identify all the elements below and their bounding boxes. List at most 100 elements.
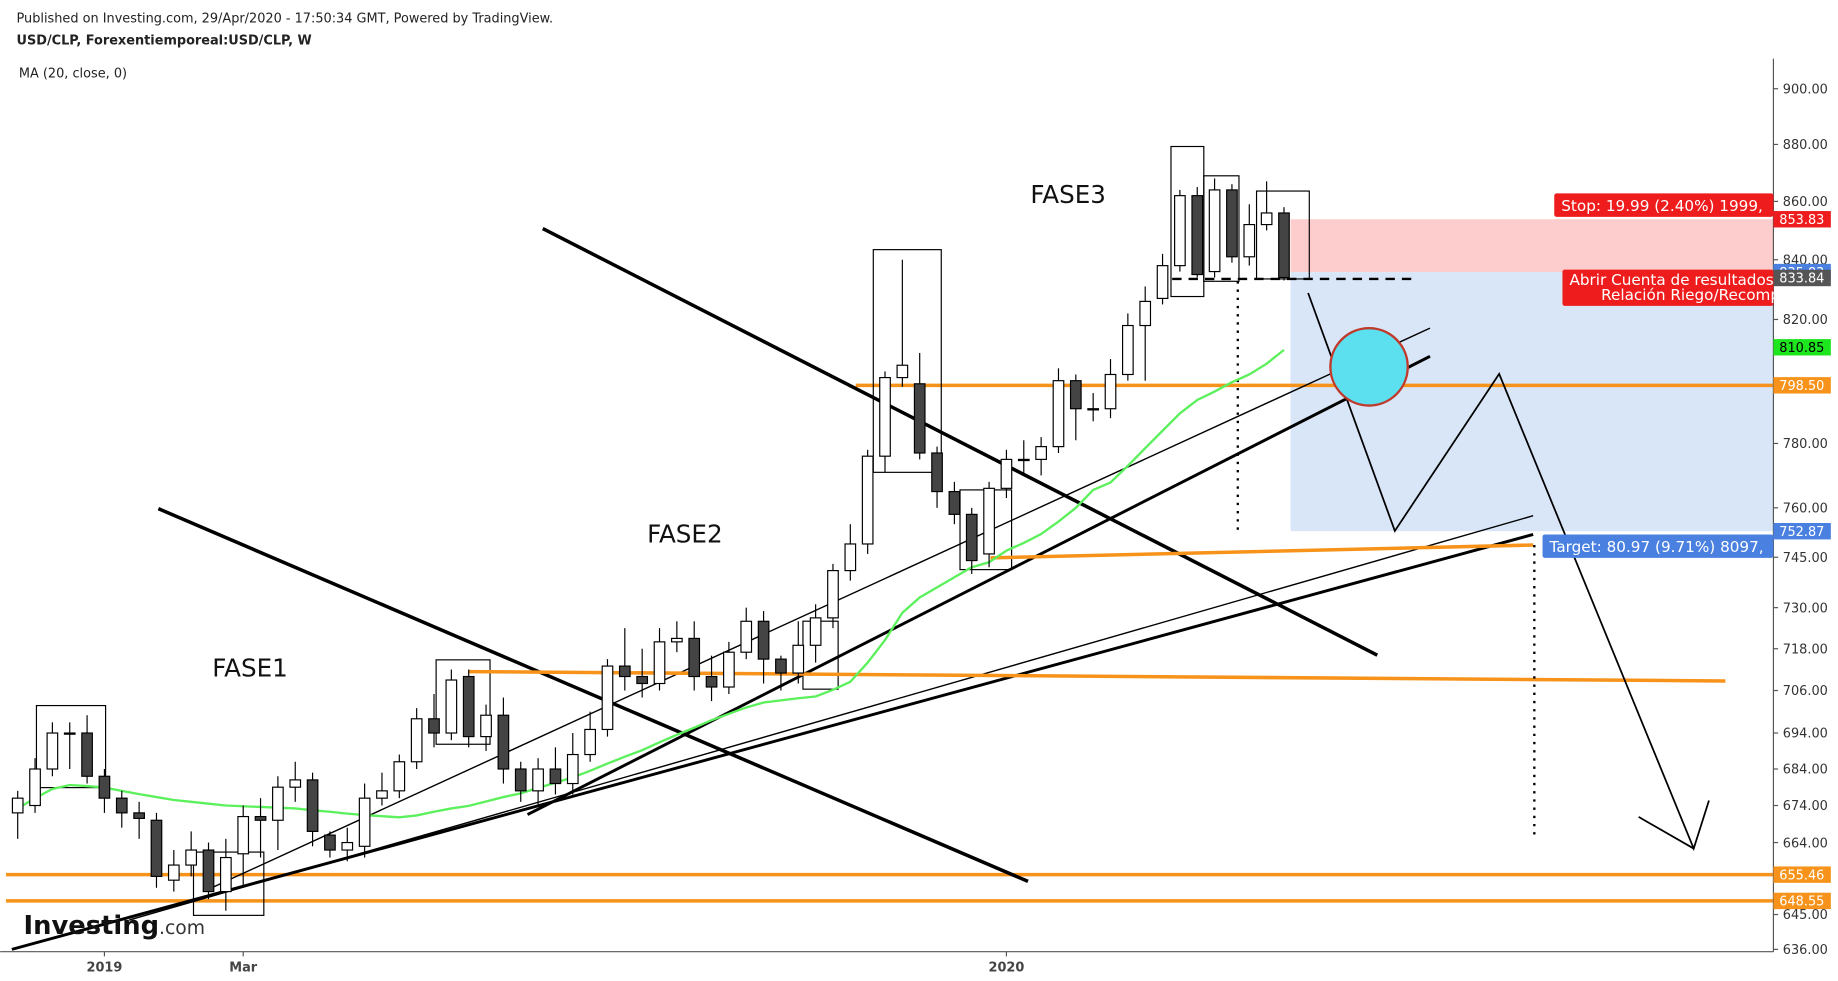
candle-body — [688, 637, 701, 678]
candle-body — [532, 768, 544, 792]
y-tick-label: 760.00 — [1783, 502, 1828, 517]
candle-body — [1087, 408, 1100, 411]
candle-body — [584, 728, 596, 756]
candle-body — [1035, 446, 1047, 460]
candle-body — [1139, 300, 1152, 327]
candle-body — [670, 637, 683, 643]
candle-body — [636, 675, 649, 685]
candle-body — [393, 761, 406, 792]
candle-body — [1156, 265, 1169, 299]
candle-body — [410, 718, 423, 763]
candle-body — [98, 775, 111, 799]
y-tick-label: 684.00 — [1783, 763, 1828, 778]
price-tag — [1773, 866, 1831, 883]
y-tick-label: 636.00 — [1783, 943, 1828, 958]
candle-body — [324, 834, 336, 851]
pattern-box — [35, 704, 107, 789]
candle-body — [913, 383, 926, 454]
candle-body — [566, 753, 579, 785]
y-tick-label: 718.00 — [1783, 642, 1828, 657]
candle-body — [115, 797, 128, 814]
y-tick-label: 780.00 — [1783, 437, 1828, 452]
candle-body — [879, 376, 891, 457]
candle-body — [931, 452, 943, 493]
price-tag — [1773, 211, 1831, 228]
candle-body — [237, 815, 250, 855]
stop-zone — [1290, 219, 1774, 273]
candle-body — [705, 675, 718, 688]
orange-trend-line — [990, 543, 1534, 560]
stop-label: Stop: 19.99 (2.40%) 1999, — [1561, 197, 1763, 215]
candle-body — [792, 644, 805, 674]
y-tick-label: 880.00 — [1783, 138, 1828, 153]
candle-body — [1052, 380, 1065, 448]
candle-body — [549, 768, 562, 785]
candle-body — [514, 768, 527, 792]
price-tag — [1773, 377, 1831, 394]
y-tick-label: 745.00 — [1783, 551, 1828, 566]
account-label: Abrir Cuenta de resultados — [1569, 271, 1773, 289]
trend-line — [204, 327, 1431, 892]
candle-body — [272, 786, 284, 821]
candle-body — [1260, 212, 1273, 226]
candle-body — [757, 620, 770, 660]
price-tag-label: 648.55 — [1779, 895, 1824, 910]
candle-body — [1121, 324, 1134, 376]
projection-arrow — [1638, 816, 1695, 850]
candle-body — [63, 732, 76, 735]
trend-line — [128, 515, 1534, 921]
candle-body — [341, 841, 354, 851]
candle-body — [809, 617, 822, 646]
y-tick-label: 674.00 — [1783, 799, 1828, 814]
stop-box — [1554, 193, 1774, 217]
candle-body — [827, 570, 839, 619]
account-box — [1562, 269, 1774, 306]
orange-trend-line — [468, 669, 1726, 683]
x-tick-label: 2020 — [989, 961, 1025, 976]
y-tick-label: 730.00 — [1783, 601, 1828, 616]
highlight-circle — [1329, 327, 1409, 407]
trend-line — [526, 354, 1431, 816]
candle-body — [653, 641, 666, 685]
candle-body — [428, 718, 440, 734]
price-tag-label: 655.46 — [1779, 868, 1824, 883]
price-tag-label: 752.87 — [1779, 525, 1824, 540]
candle-body — [1017, 458, 1030, 462]
target-box — [1542, 534, 1774, 558]
candle-body — [150, 819, 163, 877]
y-tick-label: 860.00 — [1783, 195, 1828, 210]
candle-body — [358, 797, 371, 847]
background-layer — [5, 219, 1774, 903]
candle-body — [861, 455, 874, 545]
price-tag-label: 798.50 — [1779, 379, 1824, 394]
y-tick-label: 664.00 — [1783, 836, 1828, 851]
candle-body — [167, 864, 180, 881]
candle-body — [618, 665, 631, 678]
phase-label: FASE3 — [1030, 180, 1106, 209]
candle-body — [462, 675, 475, 738]
candle-body — [376, 790, 388, 799]
candle-body — [185, 849, 198, 866]
price-tag — [1773, 892, 1831, 910]
ma-line — [17, 348, 1285, 819]
candle-body — [11, 797, 24, 814]
projection-path — [1307, 292, 1710, 852]
x-tick-label: Mar — [229, 961, 258, 976]
candle-body — [497, 714, 510, 770]
candle-body — [896, 364, 909, 379]
price-tag-label: 853.83 — [1779, 213, 1824, 228]
y-tick-label: 820.00 — [1783, 313, 1828, 328]
data-layer: 636.00 645.00 664.00 674.00 684.00 694.00 706.… — [0, 58, 1831, 976]
candle-body — [1191, 195, 1204, 276]
candle-body — [219, 856, 232, 893]
trend-line — [11, 533, 1534, 951]
candle-body — [1000, 458, 1013, 489]
pattern-box — [1203, 175, 1240, 282]
price-tag-label: 810.85 — [1779, 341, 1824, 356]
candle-body — [46, 732, 59, 770]
y-tick-label: 900.00 — [1783, 82, 1828, 97]
pattern-box — [1255, 190, 1310, 280]
candle-body — [844, 543, 857, 572]
x-tick-label: 2019 — [87, 961, 123, 976]
